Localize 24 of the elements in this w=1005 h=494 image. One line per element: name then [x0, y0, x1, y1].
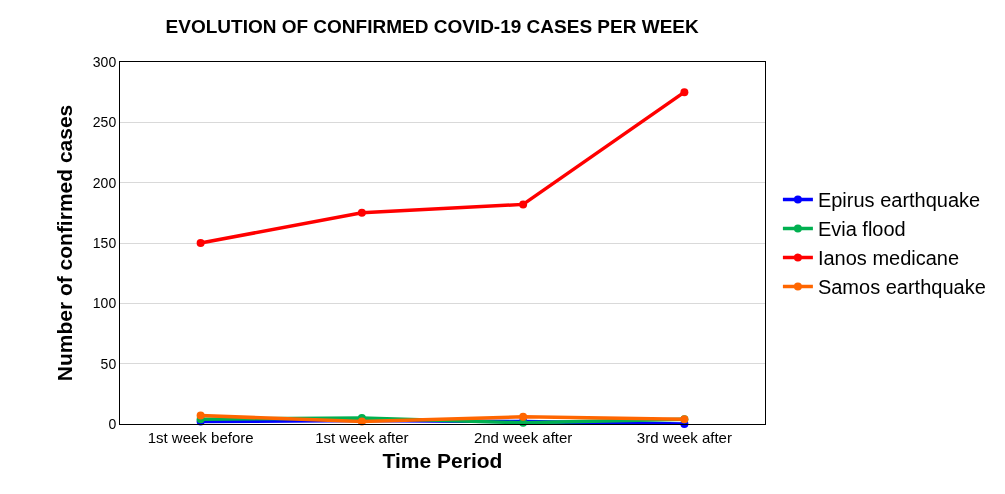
point — [196, 411, 205, 420]
y-tick-label: 100 — [92, 295, 117, 312]
y-axis-title: Number of confirmed cases — [52, 104, 76, 382]
y-tick-label: 150 — [92, 234, 117, 251]
chart-title: EVOLUTION OF CONFIRMED COVID-19 CASES PER WEEK — [165, 16, 699, 38]
y-tick-label: 50 — [100, 355, 117, 372]
legend-label: Epirus earthquake — [817, 189, 981, 212]
x-tick-label: 3rd week after — [636, 429, 732, 446]
point — [519, 200, 528, 209]
point — [519, 412, 528, 421]
point — [680, 88, 689, 97]
y-tick-label: 200 — [92, 174, 117, 191]
legend-label: Evia flood — [817, 218, 906, 241]
x-tick-label: 1st week after — [315, 429, 409, 446]
point — [357, 208, 366, 217]
point — [196, 239, 205, 247]
y-tick-label: 250 — [92, 114, 117, 131]
legend-label: Ianos medicane — [817, 247, 960, 270]
x-tick-label: 1st week before — [147, 429, 254, 446]
legend-label: Samos earthquake — [817, 276, 986, 299]
x-axis-title: Time Period — [382, 449, 503, 473]
y-tick-label: 300 — [92, 53, 117, 70]
x-tick-label: 2nd week after — [473, 429, 573, 446]
y-tick-label: 0 — [108, 415, 117, 432]
